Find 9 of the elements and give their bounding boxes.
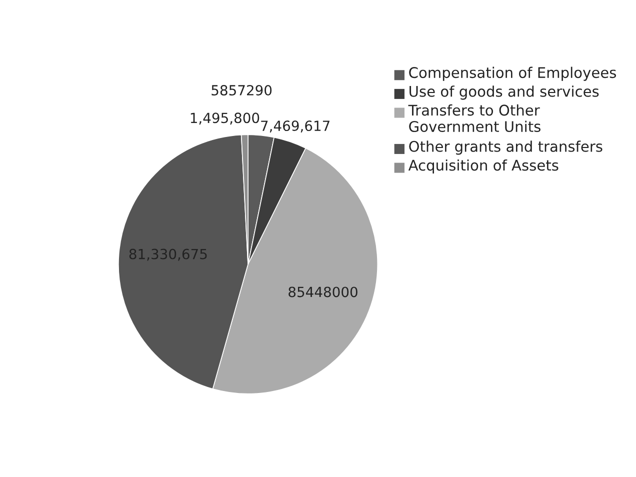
legend-label: Transfers to Other Government Units	[408, 104, 540, 132]
legend-label: Acquisition of Assets	[408, 159, 558, 174]
data-label: 7,469,617	[261, 120, 330, 132]
data-label: 85448000	[288, 286, 358, 298]
legend-label: Other grants and transfers	[409, 140, 602, 155]
legend-label: Use of goods and services	[410, 86, 599, 100]
data-label: 1,495,800	[190, 112, 260, 125]
data-label: 5857290	[212, 84, 272, 96]
legend-label: Compensation of Employees	[409, 66, 616, 81]
